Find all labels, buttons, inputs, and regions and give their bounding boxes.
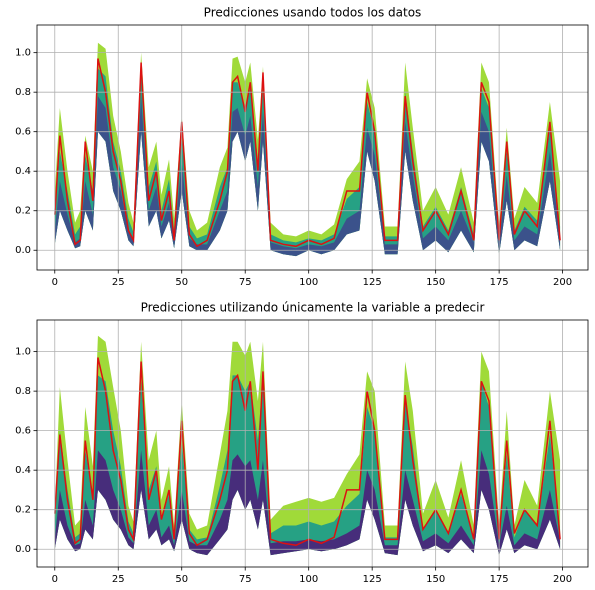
x-tick-label: 150 <box>426 574 445 585</box>
band <box>54 96 561 257</box>
x-tick-label: 175 <box>490 277 509 288</box>
y-tick-label: 0.8 <box>15 87 31 98</box>
axes-frame <box>36 319 589 568</box>
plot-area <box>54 42 561 257</box>
x-tick-label: 25 <box>112 574 125 585</box>
subplot: Predicciones usando todos los datos 0.0 0.… <box>15 6 589 288</box>
y-tick-label: 0.2 <box>15 505 31 516</box>
x-tick-label: 175 <box>490 574 509 585</box>
subplot: Predicciones utilizando únicamente la va… <box>15 301 589 585</box>
y-tick-label: 0.8 <box>15 386 31 397</box>
band <box>54 42 561 257</box>
x-tick-label: 150 <box>426 277 445 288</box>
y-tick-label: 1.0 <box>15 347 31 358</box>
x-tick-label: 50 <box>175 277 188 288</box>
axes-frame <box>36 24 589 271</box>
y-tick-label: 0.4 <box>15 166 31 177</box>
plot-area <box>54 335 561 556</box>
x-tick-label: 75 <box>239 277 252 288</box>
x-tick-label: 75 <box>239 574 252 585</box>
y-tick-label: 0.4 <box>15 465 31 476</box>
band <box>54 450 561 556</box>
chart-title: Predicciones usando todos los datos <box>204 6 422 20</box>
x-tick-label: 100 <box>299 277 318 288</box>
x-tick-label: 0 <box>52 277 58 288</box>
y-tick-label: 0.0 <box>15 544 31 555</box>
x-tick-label: 0 <box>52 574 58 585</box>
band <box>54 68 561 257</box>
y-tick-label: 0.6 <box>15 426 31 437</box>
x-tick-label: 25 <box>112 277 125 288</box>
y-tick-label: 1.0 <box>15 48 31 59</box>
x-tick-label: 125 <box>363 277 382 288</box>
x-tick-label: 100 <box>299 574 318 585</box>
x-tick-label: 125 <box>363 574 382 585</box>
x-tick-label: 200 <box>553 574 572 585</box>
x-tick-label: 200 <box>553 277 572 288</box>
x-tick-label: 50 <box>175 574 188 585</box>
chart-title: Predicciones utilizando únicamente la va… <box>141 301 485 315</box>
y-tick-label: 0.0 <box>15 245 31 256</box>
y-tick-label: 0.6 <box>15 127 31 138</box>
y-tick-label: 0.2 <box>15 206 31 217</box>
